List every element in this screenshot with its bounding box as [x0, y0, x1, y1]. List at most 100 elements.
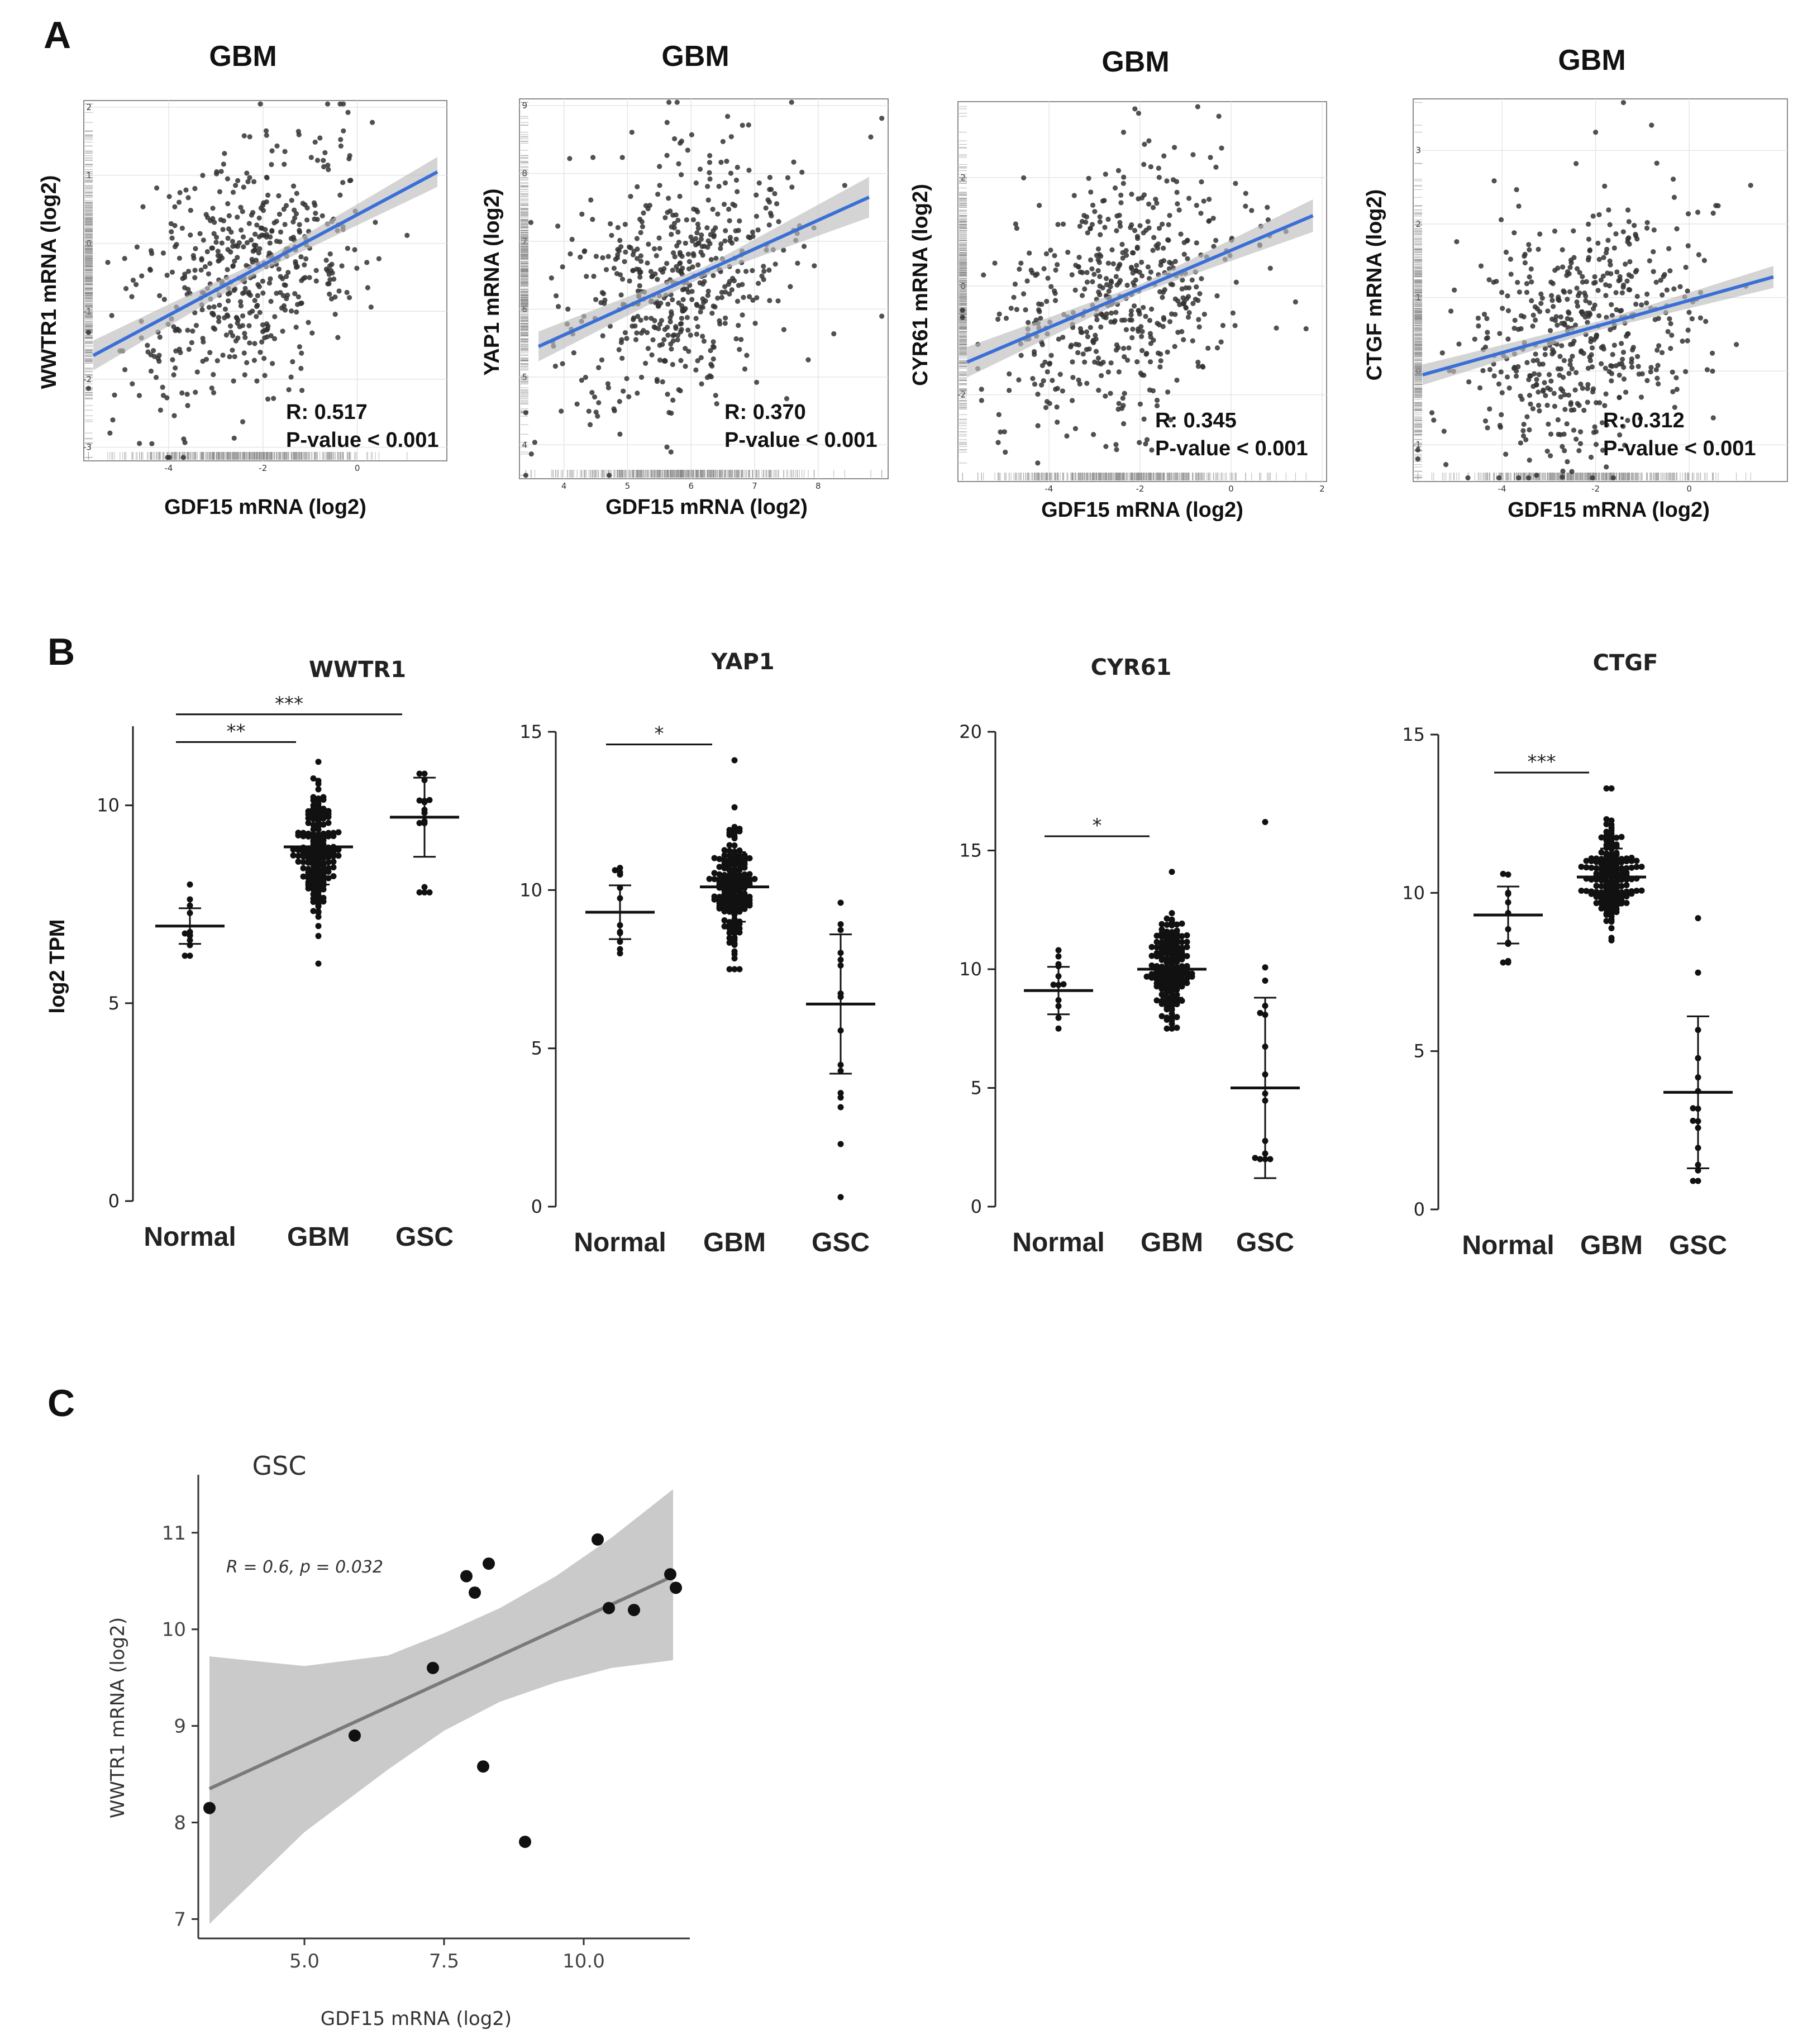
data-point: [1186, 310, 1192, 316]
data-point: [171, 372, 177, 378]
rug-x: [1417, 473, 1751, 480]
data-point: [587, 422, 593, 427]
data-point: [707, 176, 713, 182]
data-point: [680, 297, 686, 302]
data-point: [180, 455, 186, 460]
data-point: [260, 290, 266, 296]
data-point: [264, 175, 270, 180]
data-point: [1041, 378, 1046, 384]
data-point: [680, 265, 685, 271]
data-point: [1095, 257, 1101, 263]
data-point: [735, 268, 741, 274]
data-point: [85, 385, 92, 391]
data-point: [253, 242, 259, 248]
data-point: [1112, 185, 1118, 191]
data-point: [1102, 225, 1108, 230]
data-point: [737, 346, 742, 352]
data-point: [718, 159, 724, 165]
data-point: [1076, 377, 1081, 383]
data-point: [325, 163, 331, 168]
data-point: [676, 161, 681, 166]
data-point: [624, 376, 630, 382]
y-tick-label: 1: [1415, 293, 1421, 303]
data-point: [268, 298, 274, 304]
data-point: [1120, 346, 1127, 351]
data-point: [274, 218, 279, 224]
data-point: [657, 164, 662, 169]
data-point: [1206, 218, 1212, 224]
data-point: [1075, 350, 1081, 355]
data-point: [665, 209, 670, 215]
data-point: [1103, 171, 1108, 177]
data-point: [282, 307, 288, 313]
data-point: [1055, 222, 1061, 227]
data-point: [767, 298, 773, 303]
data-point: [194, 369, 200, 375]
data-point: [1185, 256, 1190, 261]
data-point: [1095, 355, 1101, 361]
data-point: [290, 359, 295, 365]
data-point: [1120, 250, 1126, 255]
data-point: [209, 245, 216, 251]
data-point: [217, 302, 222, 308]
data-point: [723, 315, 728, 321]
data-point: [727, 218, 732, 223]
data-point: [276, 266, 282, 272]
data-point: [169, 229, 174, 235]
data-point: [265, 396, 271, 402]
data-point: [665, 332, 671, 338]
data-point: [1134, 244, 1140, 250]
data-point: [720, 139, 726, 144]
data-point: [327, 263, 332, 269]
data-point: [1145, 218, 1151, 225]
data-point: [1139, 259, 1145, 265]
data-point: [223, 332, 229, 338]
data-point: [206, 271, 212, 277]
data-point: [680, 308, 686, 314]
data-point: [685, 289, 692, 295]
data-point: [697, 166, 703, 172]
data-point: [136, 393, 142, 398]
data-point: [369, 120, 375, 125]
data-point: [1089, 266, 1095, 271]
data-point: [193, 389, 198, 395]
data-point: [222, 306, 228, 312]
data-point: [185, 269, 192, 274]
data-point: [1161, 258, 1167, 264]
data-point: [262, 373, 268, 378]
data-point: [1017, 266, 1022, 272]
data-point: [303, 256, 309, 261]
data-point: [735, 164, 740, 170]
data-point: [1134, 359, 1140, 365]
data-point: [337, 192, 343, 198]
data-point: [297, 229, 303, 235]
data-point: [1084, 329, 1089, 335]
data-point: [695, 324, 700, 330]
data-point: [1161, 153, 1167, 159]
data-point: [1267, 265, 1273, 271]
scatter-chart-wwtr1: -4-20-3-2-1012GBMGDF15 mRNA (log2)WWTR1 …: [37, 40, 447, 519]
data-point: [812, 263, 817, 269]
data-point: [294, 190, 299, 196]
data-point: [766, 222, 772, 228]
data-point: [650, 273, 655, 279]
data-point: [149, 251, 155, 256]
data-point: [228, 330, 233, 335]
data-point: [1149, 447, 1155, 453]
data-point: [593, 254, 599, 259]
data-point: [249, 237, 254, 243]
data-point: [182, 275, 188, 280]
data-point: [1033, 317, 1039, 323]
data-point: [299, 278, 304, 283]
data-point: [1199, 179, 1204, 185]
data-point: [679, 316, 684, 321]
data-point: [326, 166, 331, 173]
data-point: [555, 304, 561, 309]
data-point: [694, 302, 699, 307]
data-point: [705, 184, 711, 189]
data-point: [750, 268, 755, 273]
data-point: [200, 359, 206, 364]
data-point: [600, 255, 605, 261]
data-point: [1118, 200, 1124, 206]
data-point: [666, 196, 671, 201]
